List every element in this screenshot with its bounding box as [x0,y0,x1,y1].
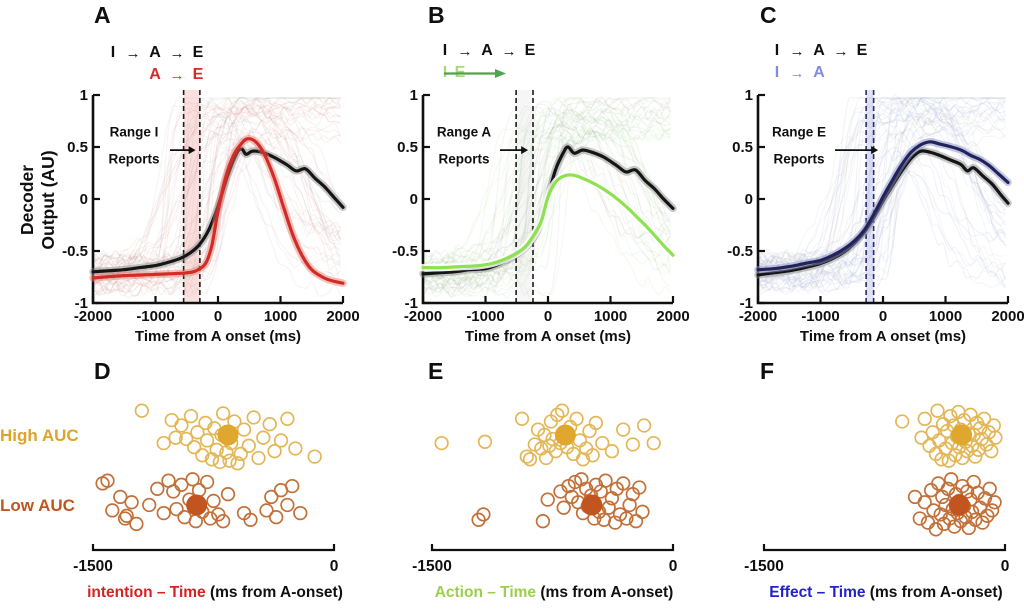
high-auc-row-label: High AUC [0,426,79,445]
panel-e-chart: -1500 0 [412,403,678,575]
arrow-icon: → [789,42,805,60]
panel-f-axis-title: Effect – Time (ms from A-onset) [726,584,1024,602]
svg-text:-1: -1 [75,295,88,312]
svg-text:2000: 2000 [326,308,359,325]
panel-f-axis-title-colored: Effect – Time [769,584,866,601]
svg-text:0: 0 [544,308,552,325]
svg-text:-1500: -1500 [412,558,452,575]
svg-text:0: 0 [745,191,753,208]
svg-text:0: 0 [330,558,339,575]
svg-text:0: 0 [669,558,678,575]
svg-text:Reports: Reports [108,152,159,167]
panel-e-letter: E [428,358,444,384]
svg-text:1000: 1000 [264,308,297,325]
panel-e-axis-title-rest: (ms from A-onset) [536,584,674,601]
panel-d-axis-title: intention – Time (ms from A-onset) [55,584,375,602]
svg-text:0.5: 0.5 [397,139,418,156]
svg-text:-1500: -1500 [73,558,113,575]
legend-chain-iae: I → A → E [442,42,536,60]
svg-text:Range E: Range E [772,125,826,140]
long-arrow-icon [444,68,506,78]
svg-text:Time from A onset (ms): Time from A onset (ms) [465,328,631,345]
arrow-icon: → [501,42,517,60]
svg-text:0: 0 [214,308,222,325]
panel-f-chart: -1500 0 [744,403,1010,575]
legend-chain-ia: I → A [774,64,825,82]
panel-a-legend: I → A → E A → E [106,42,206,86]
svg-text:-0.5: -0.5 [392,243,418,260]
svg-text:-2000: -2000 [739,308,777,325]
svg-text:1000: 1000 [929,308,962,325]
svg-text:-1: -1 [405,295,418,312]
panel-d-letter: D [94,358,111,384]
panel-e-axis-title: Action – Time (ms from A-onset) [394,584,714,602]
panel-b-letter: B [428,2,445,28]
panel-c-chart: 1 0.5 0 -0.5 -1-2000 -1000 0 1000 2000 Time from … [727,87,1024,345]
svg-text:0.5: 0.5 [67,139,88,156]
arrow-icon: → [169,44,185,62]
svg-text:-1000: -1000 [466,308,504,325]
panel-b-chart: 1 0.5 0 -0.5 -1-2000 -1000 0 1000 2000 Time from … [392,87,690,345]
low-auc-row-label: Low AUC [0,496,75,515]
svg-text:0: 0 [80,191,88,208]
panel-c-legend: I → A → E I → A [770,40,870,84]
svg-text:-1: -1 [740,295,753,312]
svg-text:Time from A onset (ms): Time from A onset (ms) [800,328,966,345]
svg-text:-1000: -1000 [801,308,839,325]
panel-c-letter: C [760,2,777,28]
arrow-icon: → [833,42,849,60]
panel-d-axis-title-rest: (ms from A-onset) [205,584,343,601]
svg-text:Reports: Reports [773,152,824,167]
svg-text:-0.5: -0.5 [727,243,753,260]
arrow-icon: → [457,42,473,60]
svg-text:-1500: -1500 [744,558,784,575]
svg-text:2000: 2000 [991,308,1024,325]
svg-text:Time from A onset (ms): Time from A onset (ms) [135,328,301,345]
panel-b-legend: I → A → E I E [438,40,538,84]
svg-text:Reports: Reports [438,152,489,167]
svg-text:0.5: 0.5 [732,139,753,156]
arrow-icon: → [125,44,141,62]
panel-a-letter: A [94,2,111,28]
svg-text:-2000: -2000 [404,308,442,325]
panel-f-axis-title-rest: (ms from A-onset) [865,584,1003,601]
panel-d-axis-title-colored: intention – Time [87,584,206,601]
svg-text:1: 1 [410,87,418,104]
svg-text:Range A: Range A [437,125,492,140]
svg-text:Range I: Range I [110,125,159,140]
panel-d-chart: -1500 0 [73,403,339,575]
svg-text:2000: 2000 [656,308,689,325]
panel-f-letter: F [760,358,775,384]
svg-text:-0.5: -0.5 [62,243,88,260]
arrow-icon: → [789,64,805,82]
legend-chain-ie: I E [438,62,538,84]
svg-text:0: 0 [879,308,887,325]
svg-text:1: 1 [80,87,88,104]
svg-text:1000: 1000 [594,308,627,325]
y-axis-label-line1: Decoder [17,164,37,236]
panel-e-axis-title-colored: Action – Time [434,584,537,601]
legend-chain-iae: I → A → E [774,42,868,60]
svg-text:-2000: -2000 [74,308,112,325]
svg-text:0: 0 [1001,558,1010,575]
svg-text:1: 1 [745,87,753,104]
svg-text:0: 0 [410,191,418,208]
svg-text:-1000: -1000 [136,308,174,325]
legend-chain-ae: A → E [149,66,204,84]
arrow-icon: → [169,66,185,84]
legend-chain-iae: I → A → E [110,44,204,62]
panel-a-chart: 1 0.5 0 -0.5 -1-2000 -1000 0 1000 2000 Time from … [62,87,360,345]
